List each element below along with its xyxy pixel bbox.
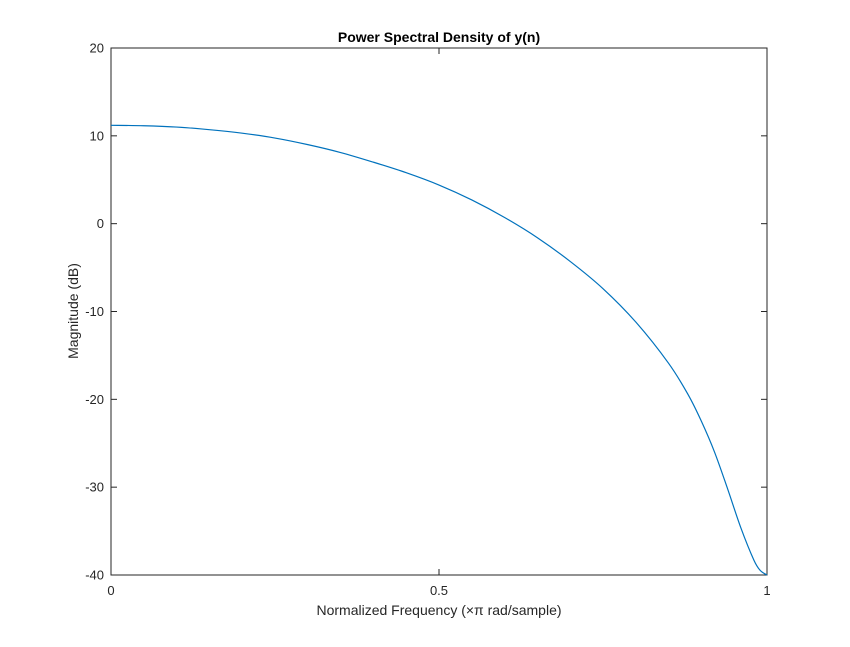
x-tick-label: 0 (107, 583, 114, 598)
y-tick-label: 10 (90, 128, 104, 143)
y-tick-label: -40 (85, 568, 104, 583)
x-tick-label: 1 (763, 583, 770, 598)
y-tick-label: -20 (85, 392, 104, 407)
x-tick-label: 0.5 (430, 583, 448, 598)
y-tick-label: 20 (90, 41, 104, 56)
y-axis-label: Magnitude (dB) (65, 263, 81, 359)
axis-ticks (110, 47, 768, 576)
x-axis-label: Normalized Frequency (×π rad/sample) (316, 602, 561, 618)
y-tick-label: 0 (97, 216, 104, 231)
chart-title: Power Spectral Density of y(n) (338, 29, 540, 45)
series-line (110, 124, 768, 576)
y-tick-label: -10 (85, 304, 104, 319)
x-tick-labels: 0 0.5 1 (107, 583, 770, 598)
y-tick-labels: 20 10 0 -10 -20 -30 -40 (85, 41, 104, 583)
y-tick-label: -30 (85, 480, 104, 495)
plot-area (110, 47, 768, 576)
